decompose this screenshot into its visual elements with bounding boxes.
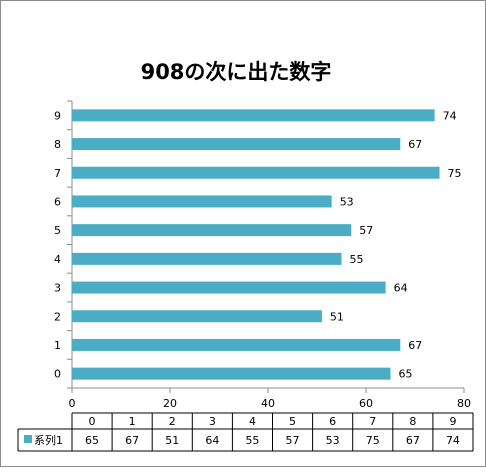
table-header-cell: 0 [89,415,96,428]
table-value-cell: 67 [125,434,139,447]
data-label: 64 [394,282,408,295]
bar [72,367,391,380]
table-value-cell: 55 [245,434,259,447]
table-header-cell: 2 [169,415,176,428]
table-header-cell: 1 [129,415,136,428]
bar [72,281,386,294]
table-header-cell: 7 [369,415,376,428]
x-tick-label: 80 [457,397,471,410]
table-header-cell: 3 [209,415,216,428]
y-tick-label: 5 [54,224,61,237]
bar [72,224,352,237]
y-tick-label: 7 [54,167,61,180]
chart-title: 908の次に出た数字 [141,60,332,84]
bar [72,166,440,179]
y-tick-label: 0 [54,368,61,381]
bar [72,195,332,208]
y-tick-label: 9 [54,109,61,122]
bar [72,252,342,265]
table-value-cell: 65 [85,434,99,447]
table-header-cell: 4 [249,415,256,428]
x-tick-label: 20 [163,397,177,410]
data-label: 67 [408,138,422,151]
table-value-cell: 51 [165,434,179,447]
x-tick-label: 60 [359,397,373,410]
data-label: 65 [399,368,413,381]
series-name: 系列1 [34,433,63,447]
table-header-cell: 6 [329,415,336,428]
table-value-cell: 57 [286,434,300,447]
data-label: 67 [408,339,422,352]
y-tick-label: 2 [54,310,61,323]
legend-key [24,435,32,443]
table-value-cell: 75 [366,434,380,447]
data-label: 51 [330,310,344,323]
y-tick-label: 3 [54,282,61,295]
table-header-cell: 5 [289,415,296,428]
bar [72,138,401,151]
bar [72,338,401,351]
y-tick-label: 1 [54,339,61,352]
bar [72,109,435,122]
table-value-cell: 67 [406,434,420,447]
x-tick-label: 40 [261,397,275,410]
x-tick-label: 0 [69,397,76,410]
y-tick-label: 8 [54,138,61,151]
table-header-cell: 8 [409,415,416,428]
data-label: 57 [359,224,373,237]
data-label: 53 [340,195,354,208]
table-header-cell: 9 [449,415,456,428]
data-label: 75 [448,167,462,180]
data-label: 55 [350,253,364,266]
plot-area: 0 20 40 60 800 651 672 513 644 555 576 537 758 679 74 [54,100,471,410]
data-label: 74 [443,109,457,122]
table-value-cell: 64 [205,434,219,447]
bar [72,310,322,323]
y-tick-label: 6 [54,195,61,208]
table-value-cell: 74 [446,434,460,447]
y-tick-label: 4 [54,253,61,266]
table-value-cell: 53 [326,434,340,447]
